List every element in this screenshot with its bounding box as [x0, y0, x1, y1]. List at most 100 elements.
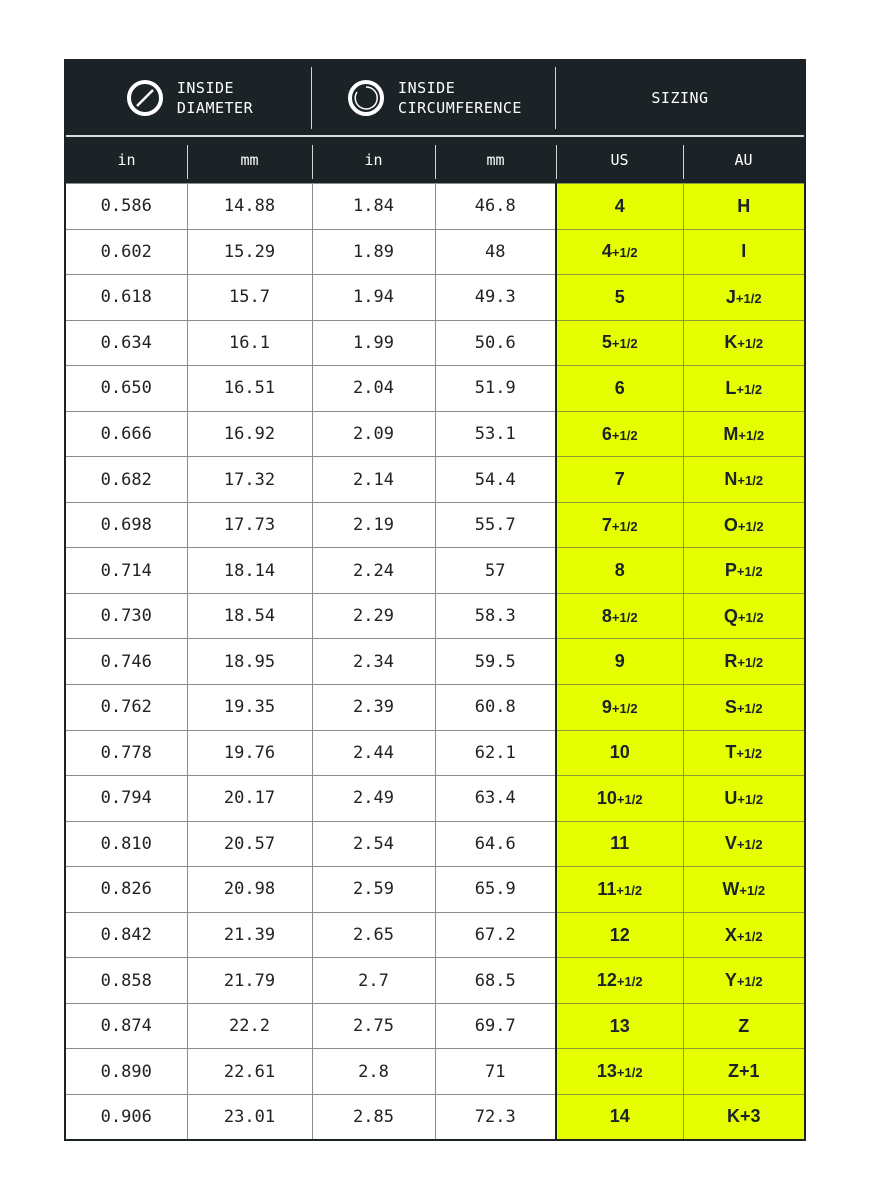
us-size-main: 12: [596, 970, 617, 991]
circumference-in-cell: 2.85: [311, 1093, 436, 1139]
table-row: 0.794 20.17 2.49 63.4 10+1/2 U+1/2: [66, 775, 804, 822]
circumference-in-cell: 2.65: [311, 911, 436, 959]
au-size-main: H: [737, 195, 751, 216]
diameter-in-cell: 0.682: [66, 456, 188, 503]
col-circumference-mm: mm: [435, 135, 556, 184]
circumference-mm-cell: 71: [434, 1048, 557, 1095]
us-size-main: 13: [609, 1015, 630, 1036]
circumference-in-cell: 2.19: [311, 501, 436, 549]
au-size-cell: K+1/2: [682, 319, 804, 367]
us-size-cell: 6: [555, 365, 684, 412]
ring-size-table: INSIDE DIAMETER INSIDE CIRCUMFERENCE SIZIN…: [66, 61, 804, 1139]
col-us: US: [556, 135, 683, 184]
au-size-cell: V+1/2: [682, 820, 804, 868]
au-size-main: S: [724, 696, 737, 717]
diameter-mm-cell: 19.76: [186, 729, 313, 777]
au-size-fraction: +1/2: [737, 473, 764, 489]
us-size-cell: 10+1/2: [555, 775, 684, 822]
au-size-cell: I: [682, 228, 804, 276]
table-row: 0.906 23.01 2.85 72.3 14 K+3: [66, 1093, 804, 1139]
diameter-mm-cell: 18.95: [186, 638, 313, 686]
us-size-cell: 13+1/2: [555, 1048, 684, 1095]
au-size-cell: W+1/2: [682, 866, 804, 913]
group-header-row: INSIDE DIAMETER INSIDE CIRCUMFERENCE SIZIN…: [66, 61, 804, 136]
au-size-fraction: +1/2: [735, 290, 762, 306]
au-size-fraction: +1/2: [737, 791, 764, 807]
diameter-in-cell: 0.826: [66, 866, 188, 913]
us-size-main: 8: [601, 605, 612, 626]
au-size-main: K+3: [726, 1106, 761, 1127]
circumference-mm-cell: 72.3: [434, 1093, 557, 1139]
diameter-mm-cell: 22.2: [186, 1002, 313, 1050]
au-size-cell: Z+1: [682, 1048, 804, 1095]
diameter-in-cell: 0.666: [66, 410, 188, 458]
au-size-fraction: +1/2: [739, 882, 766, 898]
au-size-main: R: [724, 651, 738, 672]
diameter-in-cell: 0.634: [66, 319, 188, 367]
diameter-mm-cell: 20.57: [186, 820, 313, 868]
circumference-mm-cell: 57: [434, 547, 557, 594]
us-size-cell: 9+1/2: [555, 684, 684, 731]
circumference-mm-cell: 62.1: [434, 729, 557, 777]
circumference-in-cell: 2.14: [311, 456, 436, 503]
circumference-mm-cell: 58.3: [434, 592, 557, 640]
diameter-mm-cell: 21.79: [186, 957, 313, 1004]
diameter-mm-cell: 16.92: [186, 410, 313, 458]
circumference-mm-cell: 65.9: [434, 866, 557, 913]
table-body: 0.586 14.88 1.84 46.8 4 H 0.602 15.29 1.89 48 4+1/…: [66, 183, 804, 1139]
au-size-main: M: [723, 423, 739, 444]
us-size-cell: 9: [555, 638, 684, 686]
us-size-main: 5: [601, 332, 612, 353]
au-size-main: J: [725, 286, 736, 307]
inside-diameter-header: INSIDE DIAMETER: [66, 61, 312, 136]
table-row: 0.858 21.79 2.7 68.5 12+1/2 Y+1/2: [66, 957, 804, 1004]
diameter-mm-cell: 16.1: [186, 319, 313, 367]
au-size-cell: U+1/2: [682, 775, 804, 822]
circumference-in-cell: 2.49: [311, 775, 436, 822]
circumference-in-cell: 1.99: [311, 319, 436, 367]
diameter-in-cell: 0.842: [66, 911, 188, 959]
us-size-main: 12: [609, 924, 630, 945]
table-row: 0.810 20.57 2.54 64.6 11 V+1/2: [66, 820, 804, 868]
circumference-in-cell: 2.8: [311, 1048, 436, 1095]
diameter-mm-cell: 22.61: [186, 1048, 313, 1095]
au-size-cell: Z: [682, 1002, 804, 1050]
us-size-cell: 14: [555, 1093, 684, 1139]
circumference-in-cell: 1.94: [311, 274, 436, 321]
circumference-in-cell: 2.59: [311, 866, 436, 913]
au-size-fraction: +1/2: [737, 336, 764, 352]
au-size-main: T: [725, 742, 737, 763]
diameter-in-cell: 0.890: [66, 1048, 188, 1095]
table-row: 0.714 18.14 2.24 57 8 P+1/2: [66, 547, 804, 594]
us-size-cell: 6+1/2: [555, 410, 684, 458]
us-size-cell: 5+1/2: [555, 319, 684, 367]
us-size-fraction: +1/2: [616, 1065, 643, 1081]
circumference-mm-cell: 67.2: [434, 911, 557, 959]
au-size-main: V: [724, 833, 737, 854]
au-size-main: N: [724, 469, 738, 490]
diameter-in-cell: 0.650: [66, 365, 188, 412]
au-size-cell: M+1/2: [682, 410, 804, 458]
col-circumference-in: in: [312, 135, 435, 184]
diameter-mm-cell: 19.35: [186, 684, 313, 731]
diameter-mm-cell: 18.54: [186, 592, 313, 640]
circumference-line1: INSIDE: [398, 79, 456, 97]
us-size-fraction: +1/2: [611, 609, 638, 625]
col-diameter-in: in: [66, 135, 187, 184]
diameter-in-cell: 0.906: [66, 1093, 188, 1139]
circumference-in-cell: 2.34: [311, 638, 436, 686]
circumference-mm-cell: 49.3: [434, 274, 557, 321]
au-size-cell: N+1/2: [682, 456, 804, 503]
au-size-cell: P+1/2: [682, 547, 804, 594]
circumference-in-cell: 1.89: [311, 228, 436, 276]
us-size-main: 4: [614, 195, 625, 216]
au-size-cell: S+1/2: [682, 684, 804, 731]
au-size-cell: K+3: [682, 1093, 804, 1139]
circumference-mm-cell: 50.6: [434, 319, 557, 367]
diameter-mm-cell: 14.88: [186, 183, 313, 230]
circumference-in-cell: 1.84: [311, 183, 436, 230]
us-size-main: 9: [614, 651, 625, 672]
us-size-fraction: +1/2: [611, 518, 638, 534]
table-row: 0.762 19.35 2.39 60.8 9+1/2 S+1/2: [66, 684, 804, 731]
diameter-mm-cell: 20.17: [186, 775, 313, 822]
